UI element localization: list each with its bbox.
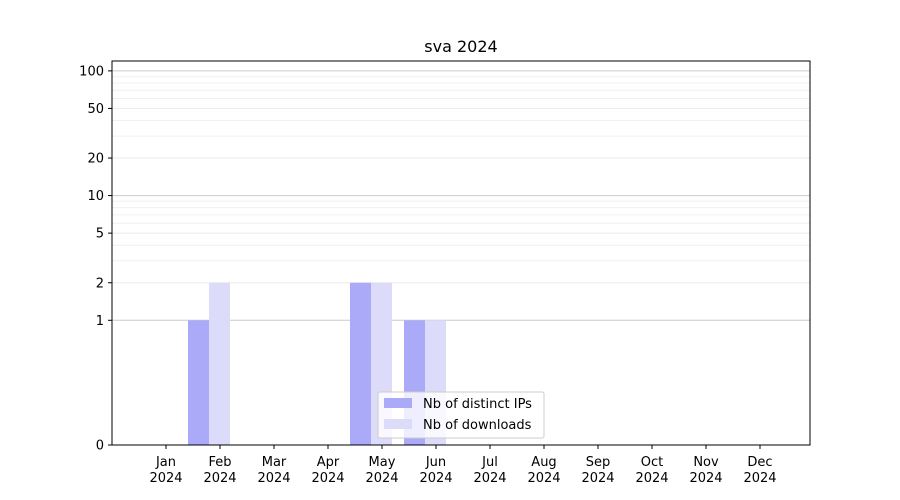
x-tick-label-month: Dec: [747, 455, 772, 470]
bar-0-may: [350, 282, 371, 445]
x-tick-label-month: Jan: [155, 455, 176, 470]
legend-swatch-distinct-ips: [384, 398, 412, 408]
x-tick-label-year: 2024: [149, 471, 182, 486]
x-tick-label-year: 2024: [581, 471, 614, 486]
x-tick-label-month: Jul: [481, 455, 498, 470]
y-tick-label: 50: [87, 102, 104, 117]
x-tick-label-year: 2024: [257, 471, 290, 486]
x-tick-label-year: 2024: [743, 471, 776, 486]
legend: Nb of distinct IPs Nb of downloads: [377, 391, 545, 439]
x-tick-label-month: Nov: [693, 455, 719, 470]
x-tick-label-month: Jun: [425, 455, 446, 470]
legend-label-downloads: Nb of downloads: [423, 418, 532, 433]
x-tick-label-year: 2024: [203, 471, 236, 486]
x-tick-label-year: 2024: [311, 471, 344, 486]
x-axis: Jan2024Feb2024Mar2024Apr2024May2024Jun20…: [149, 445, 777, 486]
x-tick-label-year: 2024: [419, 471, 452, 486]
x-tick-label-month: Apr: [317, 455, 340, 470]
y-tick-label: 0: [96, 439, 104, 454]
legend-swatch-downloads: [384, 419, 412, 429]
y-tick-label: 10: [87, 189, 104, 204]
y-tick-label: 20: [87, 152, 104, 167]
x-tick-label-month: Aug: [531, 455, 556, 470]
x-tick-label-year: 2024: [689, 471, 722, 486]
x-tick-label-month: Sep: [586, 455, 611, 470]
x-tick-label-year: 2024: [635, 471, 668, 486]
plot-area-frame: [111, 60, 811, 446]
x-tick-label-month: Mar: [262, 455, 287, 470]
x-tick-label-year: 2024: [365, 471, 398, 486]
x-tick-label-month: Feb: [208, 455, 231, 470]
chart-title: sva 2024: [424, 37, 497, 56]
x-tick-label-month: May: [369, 455, 396, 470]
x-tick-label-year: 2024: [473, 471, 506, 486]
y-tick-label: 5: [96, 227, 104, 242]
x-tick-label-year: 2024: [527, 471, 560, 486]
x-tick-label-month: Oct: [641, 455, 663, 470]
y-axis: 0 1 2 5 10 20 50 100: [79, 64, 112, 454]
y-tick-label: 100: [79, 64, 104, 79]
bar-0-feb: [188, 320, 209, 445]
grid-lines: [112, 70, 810, 321]
bar-1-feb: [209, 282, 230, 445]
y-tick-label: 1: [96, 314, 104, 329]
y-tick-label: 2: [96, 276, 104, 291]
legend-box: [377, 391, 545, 439]
legend-label-distinct-ips: Nb of distinct IPs: [423, 397, 532, 412]
